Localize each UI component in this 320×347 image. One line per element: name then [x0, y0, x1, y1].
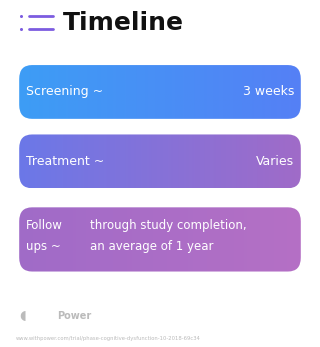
Text: Timeline: Timeline	[62, 10, 183, 35]
Text: Varies: Varies	[256, 155, 294, 168]
Text: Treatment ~: Treatment ~	[26, 155, 104, 168]
Text: Screening ~: Screening ~	[26, 85, 103, 99]
Text: 3 weeks: 3 weeks	[243, 85, 294, 99]
Text: Follow
ups ~: Follow ups ~	[26, 219, 62, 253]
Text: Power: Power	[58, 311, 92, 321]
Text: ◖: ◖	[19, 309, 26, 322]
Text: through study completion,
an average of 1 year: through study completion, an average of …	[90, 219, 246, 253]
Text: www.withpower.com/trial/phase-cognitive-dysfunction-10-2018-69c34: www.withpower.com/trial/phase-cognitive-…	[16, 336, 201, 341]
